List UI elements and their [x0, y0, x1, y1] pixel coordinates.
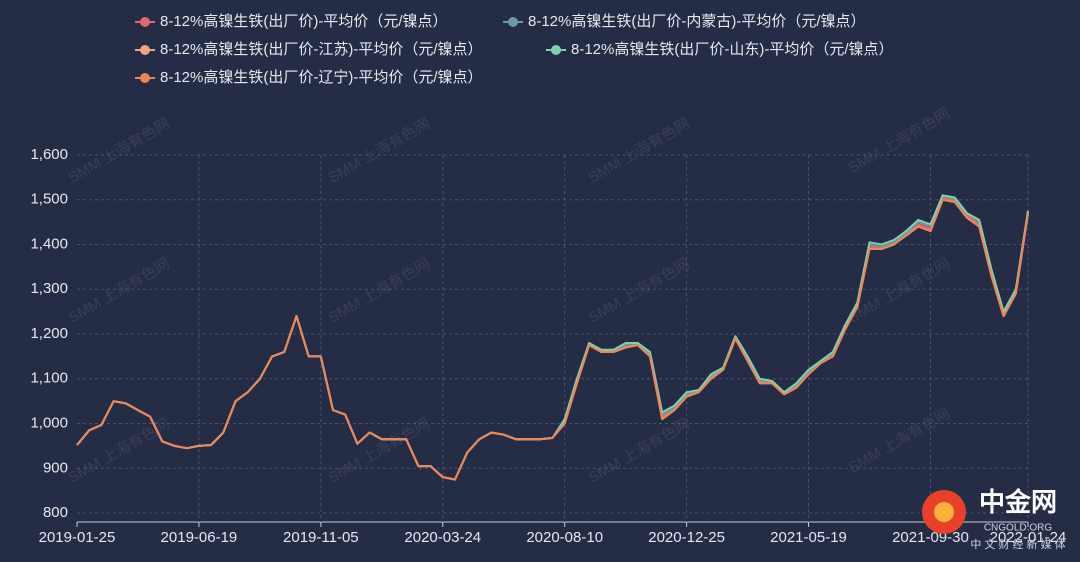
- y-tick-label: 1,000: [30, 415, 68, 432]
- legend-item: 8-12%高镍生铁(出厂价)-平均价（元/镍点）: [135, 12, 448, 30]
- x-tick-label: 2021-05-19: [770, 529, 847, 546]
- y-tick-label: 1,200: [30, 325, 68, 342]
- y-tick-label: 800: [43, 504, 68, 521]
- legend-item: 8-12%高镍生铁(出厂价-内蒙古)-平均价（元/镍点）: [503, 12, 866, 30]
- legend-item: 8-12%高镍生铁(出厂价-江苏)-平均价（元/镍点）: [135, 40, 483, 58]
- logo: 中金网 CNGOLD.ORG 中 文 财 经 新 媒 体: [922, 487, 1066, 551]
- x-tick-label: 2020-03-24: [404, 529, 481, 546]
- legend-marker: [140, 45, 150, 55]
- x-tick-label: 2020-08-10: [526, 529, 603, 546]
- legend-label: 8-12%高镍生铁(出厂价-内蒙古)-平均价（元/镍点）: [528, 12, 866, 30]
- series-line: [76, 198, 1029, 481]
- x-tick-label: 2019-11-05: [283, 529, 359, 546]
- legend-marker: [551, 45, 561, 55]
- logo-slogan: 中 文 财 经 新 媒 体: [970, 537, 1065, 551]
- legend-marker: [140, 73, 150, 83]
- y-tick-label: 1,100: [30, 370, 68, 387]
- logo-name: 中金网: [979, 487, 1057, 517]
- logo-icon-inner: [934, 502, 954, 522]
- y-tick-label: 900: [43, 459, 68, 476]
- legend-item: 8-12%高镍生铁(出厂价-辽宁)-平均价（元/镍点）: [135, 68, 483, 86]
- legend-marker: [508, 17, 518, 27]
- y-tick-label: 1,500: [30, 191, 68, 208]
- legend-marker: [140, 17, 150, 27]
- legend-label: 8-12%高镍生铁(出厂价-江苏)-平均价（元/镍点）: [160, 40, 483, 58]
- legend-label: 8-12%高镍生铁(出厂价-山东)-平均价（元/镍点）: [571, 40, 894, 58]
- x-tick-label: 2020-12-25: [648, 529, 725, 546]
- x-tick-label: 2019-06-19: [161, 529, 238, 546]
- x-tick-label: 2019-01-25: [39, 529, 116, 546]
- legend-label: 8-12%高镍生铁(出厂价)-平均价（元/镍点）: [160, 12, 448, 30]
- x-tick-label: 2022-01-24: [990, 529, 1067, 546]
- legend-label: 8-12%高镍生铁(出厂价-辽宁)-平均价（元/镍点）: [160, 68, 483, 86]
- y-tick-label: 1,400: [30, 235, 68, 252]
- legend-item: 8-12%高镍生铁(出厂价-山东)-平均价（元/镍点）: [546, 40, 894, 58]
- y-tick-label: 1,600: [30, 146, 68, 163]
- x-tick-label: 2021-09-30: [892, 529, 969, 546]
- logo-site: CNGOLD.ORG: [984, 523, 1053, 534]
- y-tick-label: 1,300: [30, 280, 68, 297]
